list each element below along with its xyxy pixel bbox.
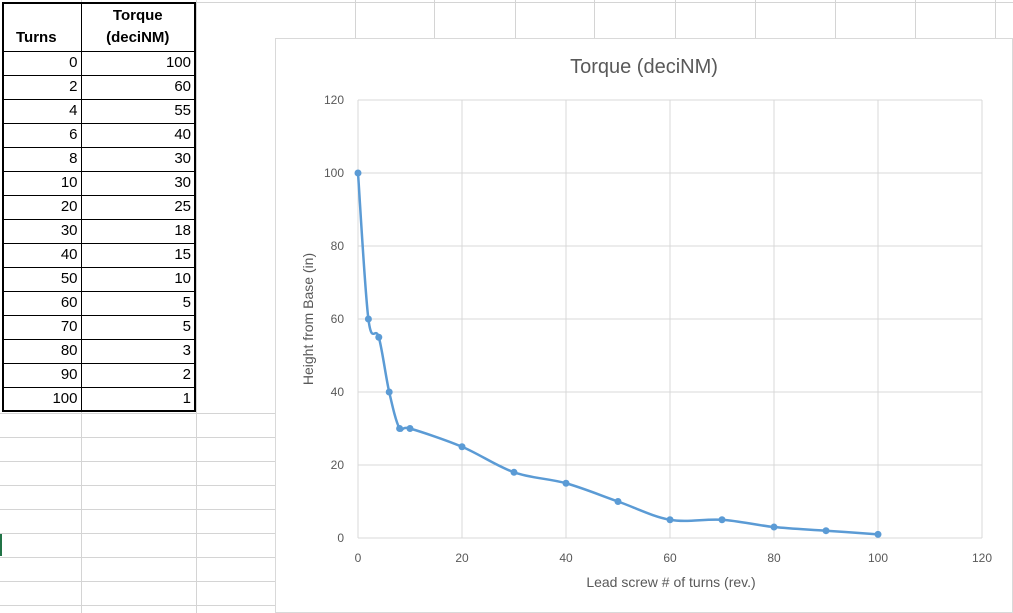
cell-torque[interactable]: 15 [81, 243, 196, 268]
cell-torque[interactable]: 60 [81, 75, 196, 100]
line-chart: 0 20 40 60 80 100 120 0 20 40 60 80 100 120 Torque (… [300, 56, 993, 590]
x-axis-label[interactable]: Lead screw # of turns (rev.) [586, 574, 755, 590]
header-torque[interactable]: Torque (deciNM) [81, 3, 196, 52]
table-row: 20 25 [3, 195, 196, 220]
gridlines [357, 99, 983, 539]
y-tick-label: 100 [324, 166, 344, 180]
cell-turns[interactable]: 2 [3, 75, 82, 100]
data-point[interactable] [458, 443, 466, 451]
cell-turns[interactable]: 60 [3, 291, 82, 316]
data-point[interactable] [718, 516, 726, 524]
table-row: 30 18 [3, 219, 196, 244]
y-axis-label[interactable]: Height from Base (in) [300, 253, 316, 385]
cell-torque[interactable]: 5 [81, 315, 196, 340]
series-points [354, 169, 882, 538]
cell-turns[interactable]: 10 [3, 171, 82, 196]
y-tick-label: 120 [324, 93, 344, 107]
x-tick-label: 60 [663, 551, 677, 565]
chart-title[interactable]: Torque (deciNM) [570, 56, 718, 78]
table-row: 4 55 [3, 99, 196, 124]
table-row: 6 40 [3, 123, 196, 148]
header-row: Turns Torque (deciNM) [3, 3, 196, 52]
cell-torque[interactable]: 18 [81, 219, 196, 244]
x-tick-label: 40 [559, 551, 573, 565]
y-tick-label: 0 [337, 531, 344, 545]
header-turns[interactable]: Turns [3, 3, 82, 52]
x-tick-label: 20 [455, 551, 469, 565]
data-point[interactable] [614, 498, 622, 505]
table-row: 90 2 [3, 363, 196, 388]
data-point[interactable] [666, 516, 674, 524]
table-row: 80 3 [3, 339, 196, 364]
table-row: 100 1 [3, 387, 196, 412]
cell-turns[interactable]: 20 [3, 195, 82, 220]
table-row: 10 30 [3, 171, 196, 196]
cell-turns[interactable]: 0 [3, 51, 82, 76]
cell-torque[interactable]: 10 [81, 267, 196, 292]
x-tick-labels: 0 20 40 60 80 100 120 [355, 551, 993, 565]
table-row: 60 5 [3, 291, 196, 316]
y-tick-labels: 0 20 40 60 80 100 120 [324, 93, 344, 545]
header-torque-line2: (deciNM) [106, 28, 170, 46]
cell-torque[interactable]: 30 [81, 171, 196, 196]
cell-turns[interactable]: 4 [3, 99, 82, 124]
cell-turns[interactable]: 80 [3, 339, 82, 364]
table-row: 40 15 [3, 243, 196, 268]
cell-torque[interactable]: 5 [81, 291, 196, 316]
cell-turns[interactable]: 70 [3, 315, 82, 340]
y-tick-label: 20 [331, 458, 345, 472]
cell-selection-indicator [0, 534, 2, 556]
data-point[interactable] [364, 315, 372, 323]
table-row: 50 10 [3, 267, 196, 292]
data-point[interactable] [510, 468, 518, 476]
cell-torque[interactable]: 40 [81, 123, 196, 148]
data-point[interactable] [770, 523, 778, 531]
cell-turns[interactable]: 50 [3, 267, 82, 292]
table-row: 70 5 [3, 315, 196, 340]
table-row: 8 30 [3, 147, 196, 172]
data-point[interactable] [406, 425, 414, 432]
x-tick-label: 100 [868, 551, 888, 565]
cell-torque[interactable]: 2 [81, 363, 196, 388]
cell-torque[interactable]: 100 [81, 51, 196, 76]
data-point[interactable] [822, 527, 830, 535]
chart-area[interactable]: 0 20 40 60 80 100 120 0 20 40 60 80 100 120 Torque (… [275, 38, 1013, 613]
table-row: 2 60 [3, 75, 196, 100]
data-point[interactable] [354, 169, 362, 177]
y-tick-label: 80 [331, 239, 345, 253]
y-tick-label: 40 [331, 385, 345, 399]
cell-torque[interactable]: 55 [81, 99, 196, 124]
cell-torque[interactable]: 1 [81, 387, 196, 412]
data-point[interactable] [562, 479, 570, 487]
table-row: 0 100 [3, 51, 196, 76]
cell-torque[interactable]: 25 [81, 195, 196, 220]
cell-torque[interactable]: 3 [81, 339, 196, 364]
cell-turns[interactable]: 90 [3, 363, 82, 388]
data-table: Turns Torque (deciNM) 0 100 2 60 4 55 6 40 8 30 10… [2, 2, 196, 412]
x-tick-label: 80 [767, 551, 781, 565]
cell-torque[interactable]: 30 [81, 147, 196, 172]
series-line[interactable] [356, 172, 879, 536]
x-tick-label: 120 [972, 551, 992, 565]
data-point[interactable] [375, 333, 383, 341]
cell-turns[interactable]: 100 [3, 387, 82, 412]
cell-turns[interactable]: 40 [3, 243, 82, 268]
data-point[interactable] [874, 530, 882, 538]
header-torque-line1: Torque [112, 6, 163, 24]
cell-turns[interactable]: 6 [3, 123, 82, 148]
y-tick-label: 60 [331, 312, 345, 326]
cell-turns[interactable]: 8 [3, 147, 82, 172]
cell-turns[interactable]: 30 [3, 219, 82, 244]
data-point[interactable] [396, 425, 404, 432]
x-tick-label: 0 [355, 551, 362, 565]
data-point[interactable] [385, 388, 393, 396]
